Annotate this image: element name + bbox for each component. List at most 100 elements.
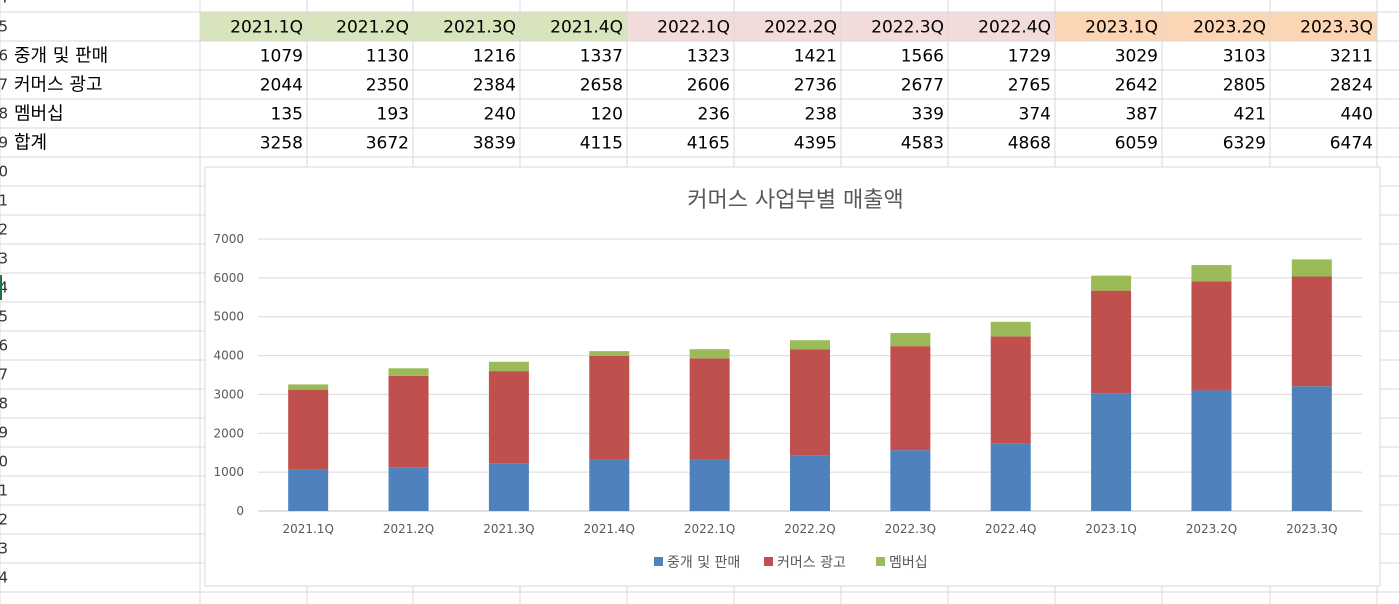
row-number[interactable]: 7	[0, 76, 8, 94]
row-number[interactable]: 10	[0, 163, 8, 181]
quarter-header-cell[interactable]: 2023.2Q	[1193, 18, 1266, 38]
value-cell[interactable]: 1566	[901, 47, 944, 67]
value-cell[interactable]: 2606	[687, 76, 730, 96]
value-cell[interactable]: 2765	[1008, 76, 1051, 96]
value-cell[interactable]: 1729	[1008, 47, 1051, 67]
value-cell[interactable]: 3211	[1330, 47, 1373, 67]
value-cell[interactable]: 2658	[580, 76, 623, 96]
bar-segment[interactable]	[790, 455, 830, 511]
quarter-header-cell[interactable]: 2021.2Q	[336, 18, 409, 38]
value-cell[interactable]: 2677	[901, 76, 944, 96]
bar-segment[interactable]	[1191, 281, 1232, 391]
bar-segment[interactable]	[388, 375, 429, 468]
bar-segment[interactable]	[288, 389, 329, 470]
value-cell[interactable]: 3258	[260, 134, 303, 154]
bar-segment[interactable]	[689, 459, 730, 511]
row-number[interactable]: 4	[0, 0, 8, 7]
row-number[interactable]: 9	[0, 134, 8, 152]
bar-segment[interactable]	[1291, 276, 1332, 387]
value-cell[interactable]: 1079	[260, 47, 303, 67]
value-cell[interactable]: 421	[1234, 105, 1266, 125]
quarter-header-cell[interactable]: 2022.4Q	[978, 18, 1051, 38]
bar-segment[interactable]	[589, 355, 630, 460]
value-cell[interactable]: 4868	[1008, 134, 1051, 154]
value-cell[interactable]: 339	[912, 105, 944, 125]
row-number[interactable]: 20	[0, 453, 8, 471]
value-cell[interactable]: 6474	[1330, 134, 1373, 154]
bar-segment[interactable]	[388, 467, 429, 511]
bar-segment[interactable]	[1191, 265, 1232, 282]
value-cell[interactable]: 1130	[366, 47, 409, 67]
value-cell[interactable]: 6059	[1115, 134, 1158, 154]
value-cell[interactable]: 440	[1341, 105, 1373, 125]
quarter-header-cell[interactable]: 2021.1Q	[230, 18, 303, 38]
row-number[interactable]: 6	[0, 47, 8, 65]
bar-segment[interactable]	[1291, 386, 1332, 511]
quarter-header-cell[interactable]: 2022.1Q	[657, 18, 730, 38]
row-number[interactable]: 23	[0, 540, 8, 558]
chart-object[interactable]: 커머스 사업부별 매출액 0 1000 2000 3000 4000 5000 6000 700…	[204, 166, 1381, 587]
value-cell[interactable]: 1337	[580, 47, 623, 67]
value-cell[interactable]: 3839	[473, 134, 516, 154]
value-cell[interactable]: 2044	[260, 76, 303, 96]
row-label-cell[interactable]: 멤버십	[14, 104, 64, 125]
value-cell[interactable]: 236	[698, 105, 730, 125]
quarter-header-cell[interactable]: 2022.2Q	[764, 18, 837, 38]
bar-segment[interactable]	[1091, 393, 1132, 511]
bar-segment[interactable]	[1091, 290, 1132, 394]
bar-segment[interactable]	[790, 349, 830, 456]
value-cell[interactable]: 4395	[794, 134, 837, 154]
bar-segment[interactable]	[990, 443, 1031, 511]
quarter-header-cell[interactable]: 2021.4Q	[550, 18, 623, 38]
value-cell[interactable]: 4583	[901, 134, 944, 154]
row-number[interactable]: 12	[0, 221, 8, 239]
bar-segment[interactable]	[890, 450, 931, 511]
row-number[interactable]: 17	[0, 366, 8, 384]
bar-segment[interactable]	[990, 321, 1031, 337]
row-number[interactable]: 24	[0, 569, 8, 587]
value-cell[interactable]: 2350	[366, 76, 409, 96]
row-label-cell[interactable]: 커머스 광고	[14, 75, 103, 96]
value-cell[interactable]: 3029	[1115, 47, 1158, 67]
bar-segment[interactable]	[488, 361, 529, 372]
bar-segment[interactable]	[1091, 275, 1132, 291]
row-number[interactable]: 16	[0, 337, 8, 355]
value-cell[interactable]: 3103	[1223, 47, 1266, 67]
bar-segment[interactable]	[589, 351, 630, 356]
row-number[interactable]: 21	[0, 482, 8, 500]
chart-legend[interactable]: 중개 및 판매 커머스 광고 멤버십	[654, 555, 928, 571]
bar-segment[interactable]	[388, 368, 429, 376]
quarter-header-cell[interactable]: 2021.3Q	[443, 18, 516, 38]
value-cell[interactable]: 6329	[1223, 134, 1266, 154]
row-number[interactable]: 19	[0, 424, 8, 442]
row-number[interactable]: 8	[0, 105, 8, 123]
bar-segment[interactable]	[589, 459, 630, 511]
row-number[interactable]: 11	[0, 192, 8, 210]
bar-segment[interactable]	[1291, 259, 1332, 277]
bar-segment[interactable]	[288, 469, 329, 511]
value-cell[interactable]: 4165	[687, 134, 730, 154]
value-cell[interactable]: 135	[271, 105, 303, 125]
value-cell[interactable]: 374	[1019, 105, 1051, 125]
row-number[interactable]: 22	[0, 511, 8, 529]
quarter-header-cell[interactable]: 2023.3Q	[1300, 18, 1373, 38]
bar-segment[interactable]	[890, 346, 931, 451]
bar-segment[interactable]	[1191, 390, 1232, 511]
value-cell[interactable]: 1421	[794, 47, 837, 67]
quarter-header-cell[interactable]: 2023.1Q	[1085, 18, 1158, 38]
value-cell[interactable]: 1323	[687, 47, 730, 67]
value-cell[interactable]: 2642	[1115, 76, 1158, 96]
value-cell[interactable]: 4115	[580, 134, 623, 154]
row-number[interactable]: 15	[0, 308, 8, 326]
value-cell[interactable]: 2805	[1223, 76, 1266, 96]
row-number[interactable]: 18	[0, 395, 8, 413]
bar-segment[interactable]	[288, 384, 329, 390]
value-cell[interactable]: 240	[484, 105, 516, 125]
bar-segment[interactable]	[488, 371, 529, 464]
value-cell[interactable]: 120	[591, 105, 623, 125]
row-number[interactable]: 14	[0, 279, 8, 297]
value-cell[interactable]: 2384	[473, 76, 516, 96]
bar-segment[interactable]	[790, 340, 830, 350]
value-cell[interactable]: 2736	[794, 76, 837, 96]
bar-segment[interactable]	[689, 349, 730, 359]
